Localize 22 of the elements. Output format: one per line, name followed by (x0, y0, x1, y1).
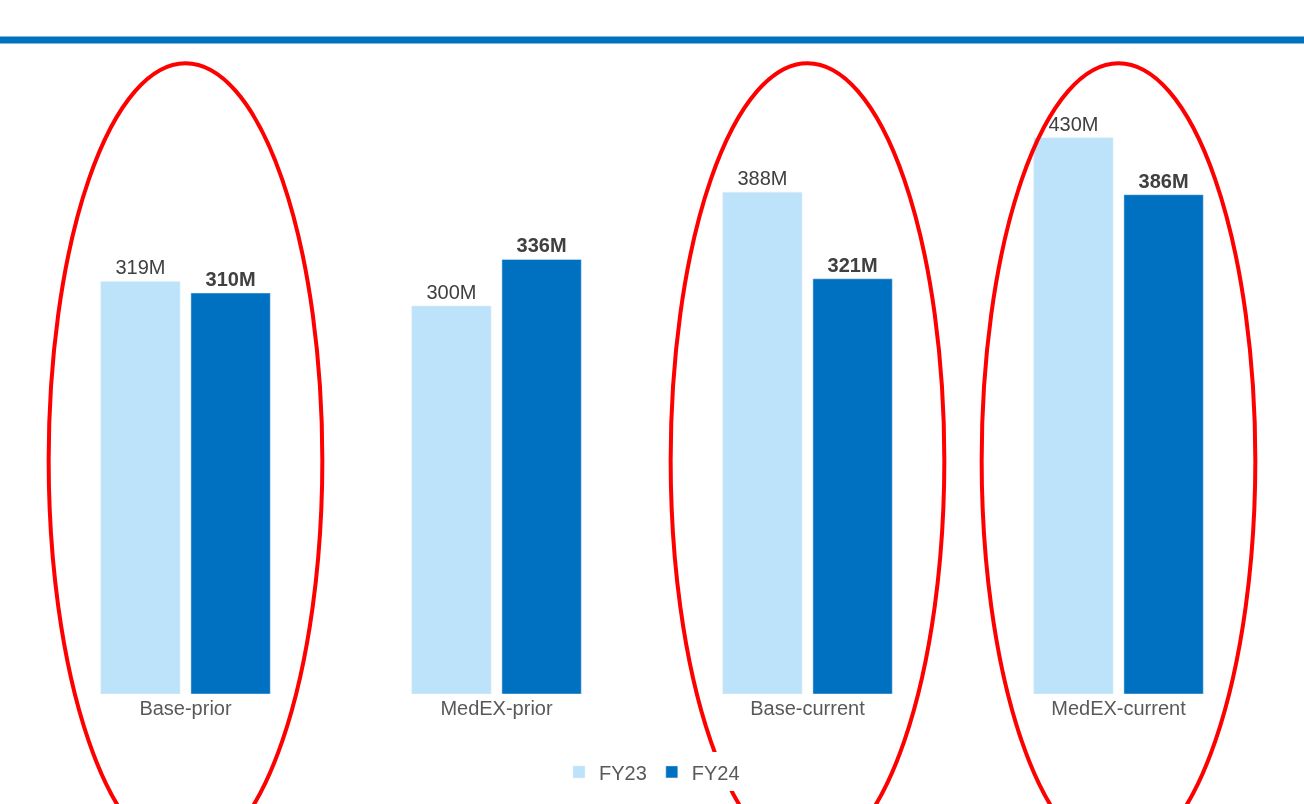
data-label: 319M (115, 256, 166, 279)
bar (411, 305, 492, 694)
data-label: 321M (827, 253, 878, 276)
data-label: 310M (205, 268, 256, 291)
data-label: 386M (1138, 169, 1189, 192)
bar (722, 191, 803, 694)
x-tick-label: Base-prior (139, 697, 232, 719)
bar (1033, 137, 1114, 694)
bar (501, 259, 582, 694)
data-label: 430M (1048, 112, 1099, 135)
bar (100, 281, 181, 694)
data-label: 300M (426, 280, 477, 303)
data-label: 388M (737, 167, 788, 190)
x-tick-label: MedEX-current (1051, 697, 1187, 719)
bar (1123, 194, 1204, 694)
x-tick-label: MedEX-prior (440, 697, 553, 719)
legend-label: FY24 (691, 761, 740, 784)
bar (190, 292, 271, 694)
bar (812, 278, 893, 694)
x-tick-label: Base-current (750, 697, 866, 719)
data-label: 336M (516, 234, 567, 257)
legend-label: FY23 (599, 761, 647, 784)
